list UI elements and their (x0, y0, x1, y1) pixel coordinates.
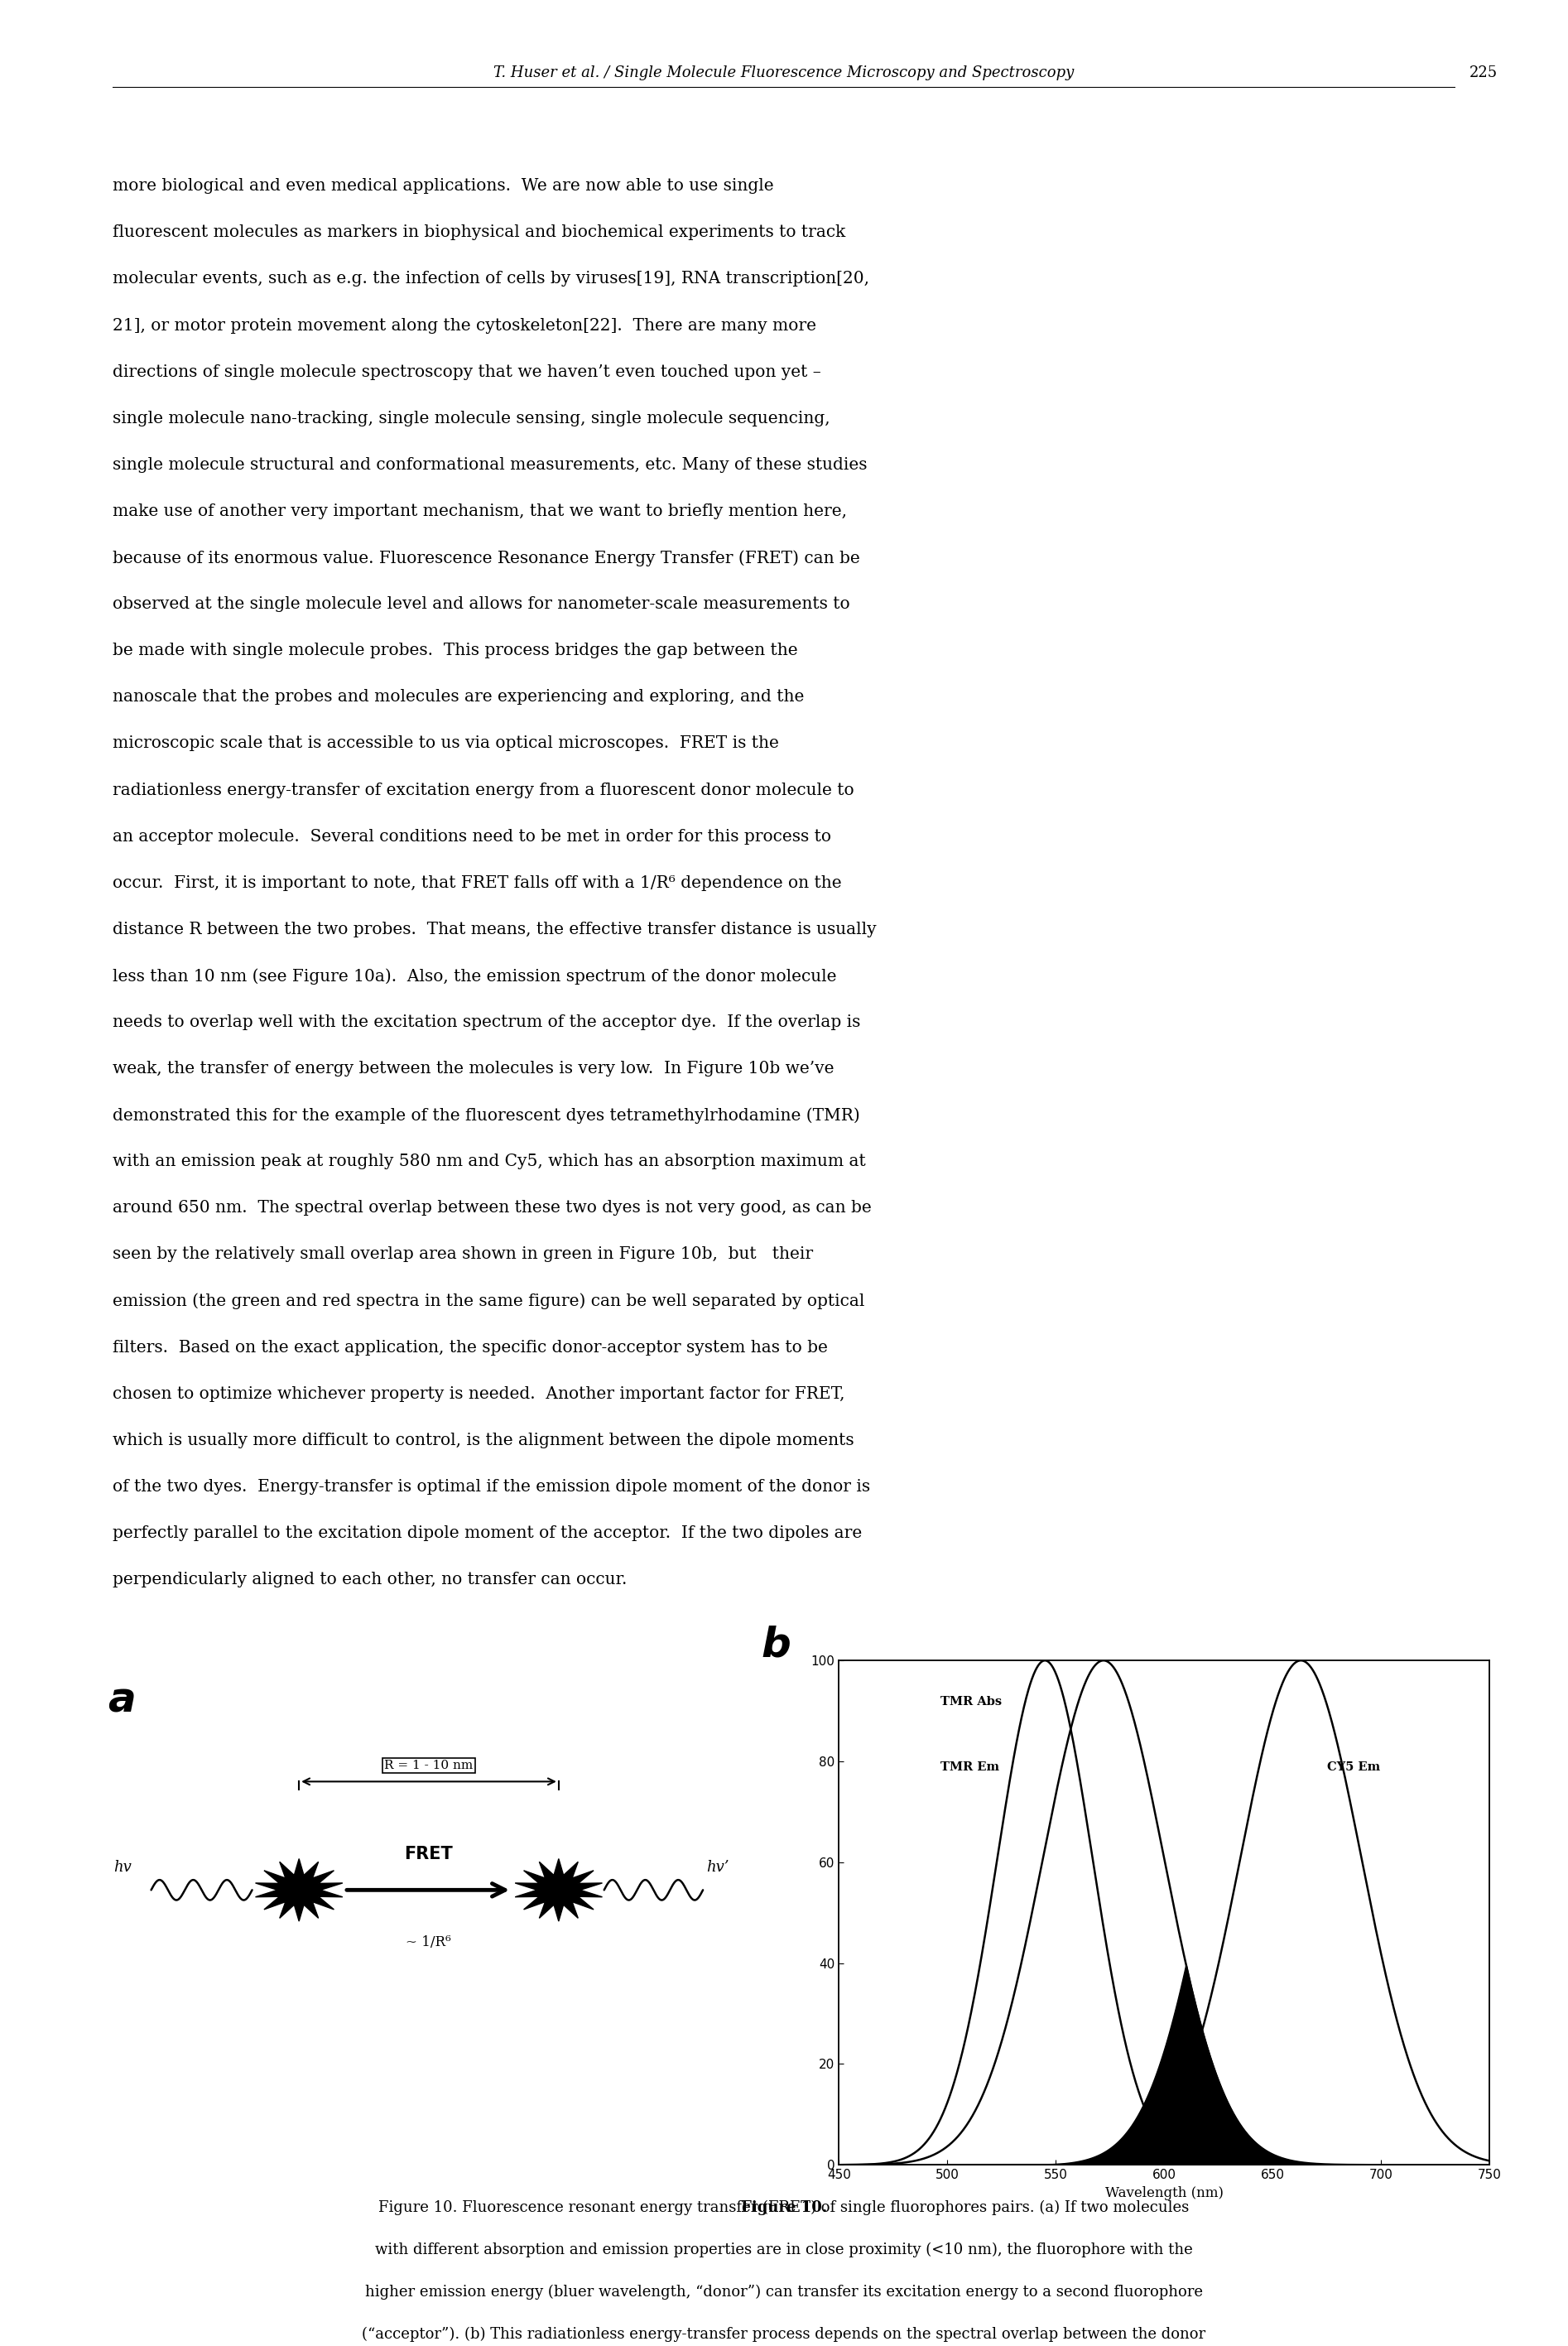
Text: hv’: hv’ (706, 1860, 729, 1874)
Text: filters.  Based on the exact application, the specific donor-acceptor system has: filters. Based on the exact application,… (113, 1340, 828, 1356)
Text: needs to overlap well with the excitation spectrum of the acceptor dye.  If the : needs to overlap well with the excitatio… (113, 1013, 861, 1030)
Text: fluorescent molecules as markers in biophysical and biochemical experiments to t: fluorescent molecules as markers in biop… (113, 225, 845, 242)
Text: more biological and even medical applications.  We are now able to use single: more biological and even medical applica… (113, 178, 775, 195)
Polygon shape (514, 1858, 602, 1921)
Text: which is usually more difficult to control, is the alignment between the dipole : which is usually more difficult to contr… (113, 1433, 855, 1447)
Text: be made with single molecule probes.  This process bridges the gap between the: be made with single molecule probes. Thi… (113, 643, 798, 659)
Text: occur.  First, it is important to note, that FRET falls off with a 1/R⁶ dependen: occur. First, it is important to note, t… (113, 875, 842, 891)
Text: 21], or motor protein movement along the cytoskeleton[22].  There are many more: 21], or motor protein movement along the… (113, 317, 817, 333)
Text: FRET: FRET (405, 1846, 453, 1863)
Text: make use of another very important mechanism, that we want to briefly mention he: make use of another very important mecha… (113, 504, 847, 518)
Text: radiationless energy-transfer of excitation energy from a fluorescent donor mole: radiationless energy-transfer of excitat… (113, 781, 855, 798)
Text: Figure 10. Fluorescence resonant energy transfer (FRET) of single fluorophores p: Figure 10. Fluorescence resonant energy … (378, 2201, 1190, 2215)
Text: observed at the single molecule level and allows for nanometer-scale measurement: observed at the single molecule level an… (113, 596, 850, 612)
Text: Figure 10.: Figure 10. (740, 2201, 828, 2215)
Text: nanoscale that the probes and molecules are experiencing and exploring, and the: nanoscale that the probes and molecules … (113, 690, 804, 706)
Text: microscopic scale that is accessible to us via optical microscopes.  FRET is the: microscopic scale that is accessible to … (113, 737, 779, 751)
Text: less than 10 nm (see Figure 10a).  Also, the emission spectrum of the donor mole: less than 10 nm (see Figure 10a). Also, … (113, 969, 837, 985)
Text: directions of single molecule spectroscopy that we haven’t even touched upon yet: directions of single molecule spectrosco… (113, 364, 822, 380)
Text: with an emission peak at roughly 580 nm and Cy5, which has an absorption maximum: with an emission peak at roughly 580 nm … (113, 1154, 866, 1171)
Text: 225: 225 (1469, 66, 1497, 80)
Text: because of its enormous value. Fluorescence Resonance Energy Transfer (FRET) can: because of its enormous value. Fluoresce… (113, 549, 861, 565)
Text: TMR Em: TMR Em (941, 1762, 1000, 1774)
Text: ~ 1/R⁶: ~ 1/R⁶ (406, 1935, 450, 1950)
Text: distance R between the two probes.  That means, the effective transfer distance : distance R between the two probes. That … (113, 922, 877, 938)
Text: perpendicularly aligned to each other, no transfer can occur.: perpendicularly aligned to each other, n… (113, 1572, 627, 1588)
Text: hv: hv (113, 1860, 132, 1874)
X-axis label: Wavelength (nm): Wavelength (nm) (1105, 2186, 1223, 2201)
Text: R = 1 - 10 nm: R = 1 - 10 nm (384, 1760, 474, 1771)
Text: TMR Abs: TMR Abs (941, 1696, 1002, 1708)
Text: demonstrated this for the example of the fluorescent dyes tetramethylrhodamine (: demonstrated this for the example of the… (113, 1107, 861, 1124)
Text: a: a (108, 1680, 136, 1720)
Text: single molecule structural and conformational measurements, etc. Many of these s: single molecule structural and conformat… (113, 457, 867, 474)
Text: chosen to optimize whichever property is needed.  Another important factor for F: chosen to optimize whichever property is… (113, 1386, 845, 1403)
Text: (“acceptor”). (b) This radiationless energy-transfer process depends on the spec: (“acceptor”). (b) This radiationless ene… (362, 2327, 1206, 2341)
Text: molecular events, such as e.g. the infection of cells by viruses[19], RNA transc: molecular events, such as e.g. the infec… (113, 272, 870, 286)
Text: CY5 Em: CY5 Em (1327, 1762, 1380, 1774)
Text: with different absorption and emission properties are in close proximity (<10 nm: with different absorption and emission p… (375, 2243, 1193, 2257)
Text: seen by the relatively small overlap area shown in green in Figure 10b,  but   t: seen by the relatively small overlap are… (113, 1246, 814, 1262)
Polygon shape (256, 1858, 343, 1921)
Text: emission (the green and red spectra in the same figure) can be well separated by: emission (the green and red spectra in t… (113, 1293, 866, 1309)
Text: perfectly parallel to the excitation dipole moment of the acceptor.  If the two : perfectly parallel to the excitation dip… (113, 1525, 862, 1541)
Text: higher emission energy (bluer wavelength, “donor”) can transfer its excitation e: higher emission energy (bluer wavelength… (365, 2285, 1203, 2299)
Text: single molecule nano-tracking, single molecule sensing, single molecule sequenci: single molecule nano-tracking, single mo… (113, 411, 831, 427)
Text: an acceptor molecule.  Several conditions need to be met in order for this proce: an acceptor molecule. Several conditions… (113, 828, 831, 845)
Text: around 650 nm.  The spectral overlap between these two dyes is not very good, as: around 650 nm. The spectral overlap betw… (113, 1201, 872, 1215)
Text: b: b (760, 1626, 790, 1666)
Text: weak, the transfer of energy between the molecules is very low.  In Figure 10b w: weak, the transfer of energy between the… (113, 1060, 834, 1077)
Text: of the two dyes.  Energy-transfer is optimal if the emission dipole moment of th: of the two dyes. Energy-transfer is opti… (113, 1478, 870, 1494)
Text: T. Huser et al. / Single Molecule Fluorescence Microscopy and Spectroscopy: T. Huser et al. / Single Molecule Fluore… (494, 66, 1074, 80)
